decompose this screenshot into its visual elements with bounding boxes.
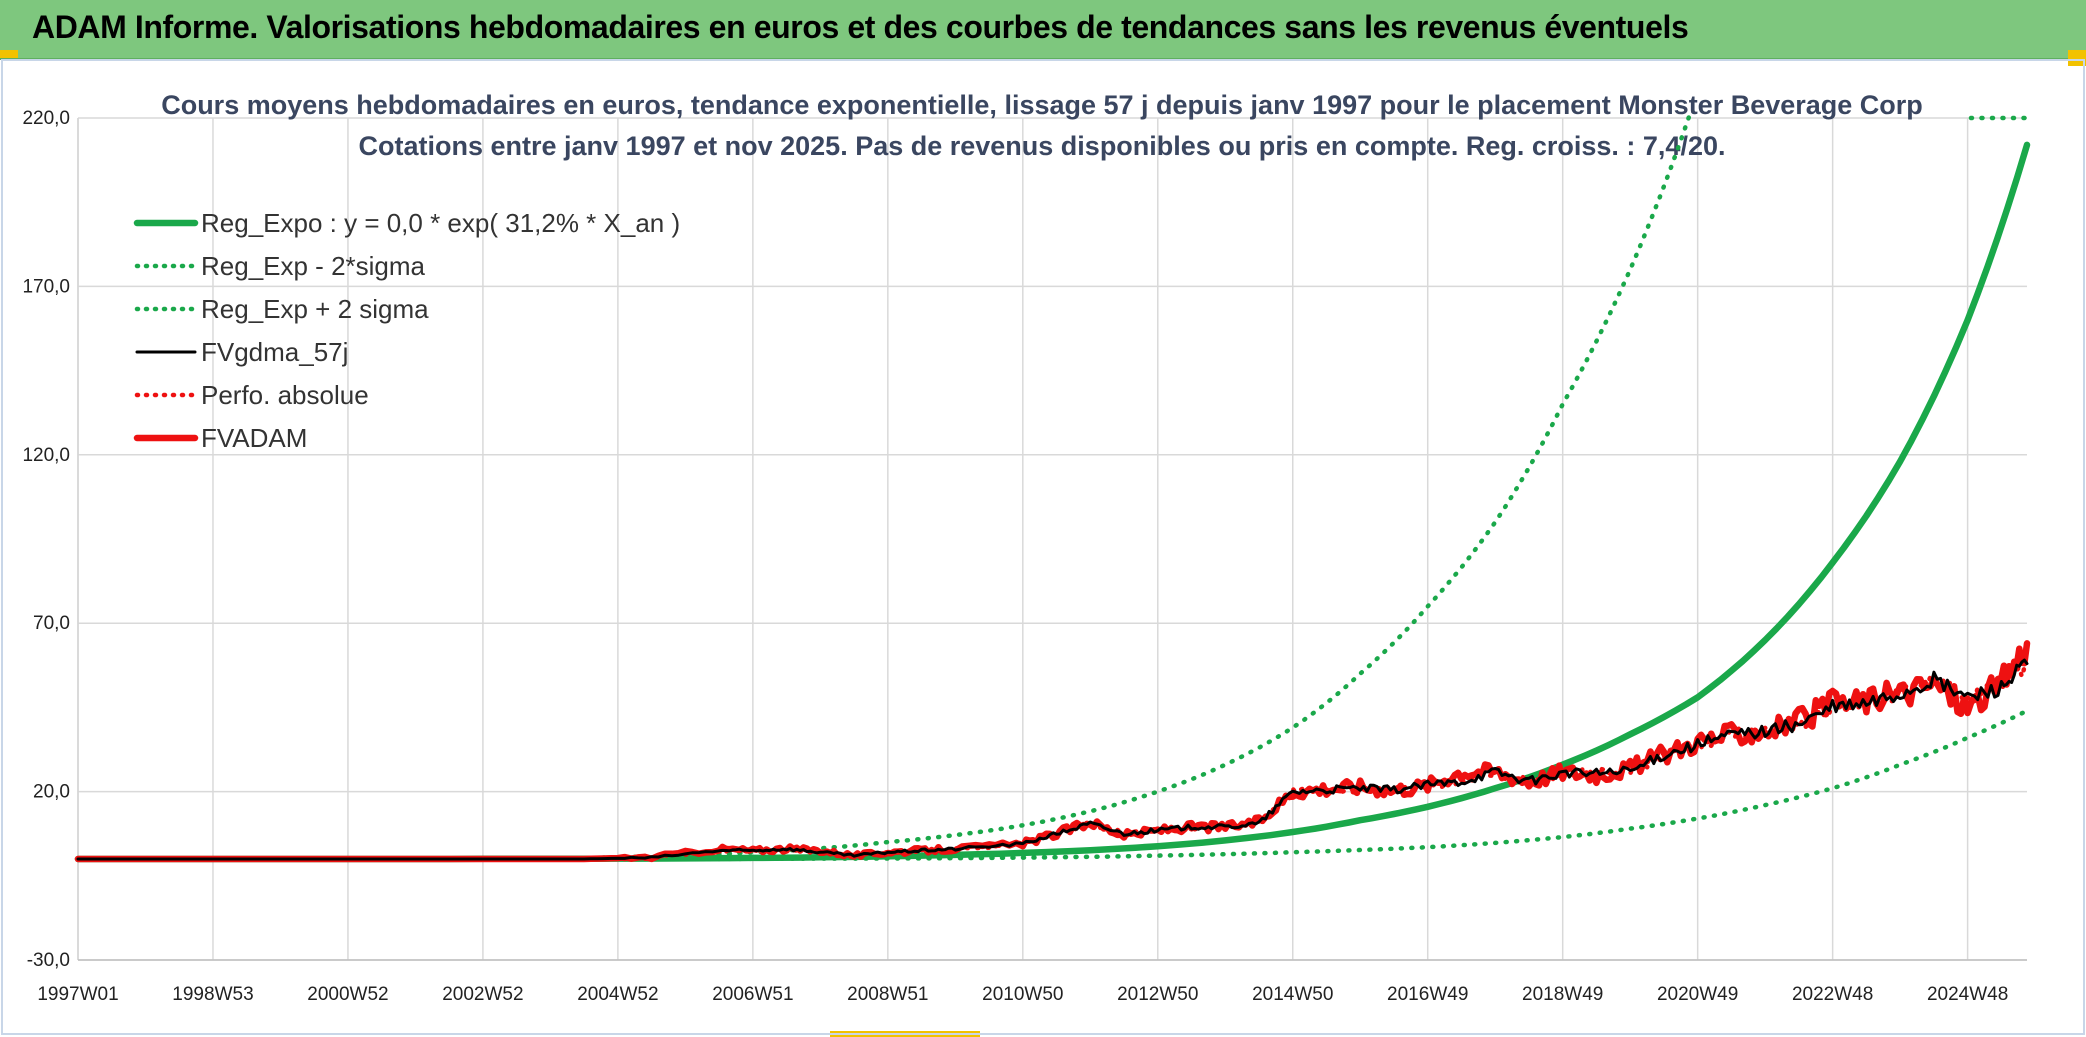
y-tick-label: 70,0 (33, 613, 70, 634)
corner-marker-top-right (2068, 50, 2086, 66)
x-tick-label: 2024W48 (1927, 984, 2008, 1005)
legend-label-5: FVADAM (201, 423, 307, 453)
x-tick-label: 2012W50 (1117, 984, 1198, 1005)
series-layer (74, 109, 2031, 863)
y-tick-label: 120,0 (22, 445, 70, 466)
x-tick-label: 2010W50 (982, 984, 1063, 1005)
chart-title: Cours moyens hebdomadaires en euros, ten… (161, 90, 1923, 120)
x-tick-label: 2014W50 (1252, 984, 1333, 1005)
legend-label-1: Reg_Exp - 2*sigma (201, 251, 426, 281)
chart-subtitle: Cotations entre janv 1997 et nov 2025. P… (359, 131, 1726, 161)
report-banner: ADAM Informe. Valorisations hebdomadaire… (0, 0, 2086, 60)
x-tick-label: 2008W51 (847, 984, 928, 1005)
y-axis: 220,0 170,0 120,0 70,0 20,0 -30,0 (22, 108, 70, 971)
x-tick-label: 2006W51 (712, 984, 793, 1005)
x-tick-label: 1997W01 (37, 984, 118, 1005)
chart-frame (1, 59, 2085, 1035)
y-tick-label: 170,0 (22, 276, 70, 297)
series-line-5 (74, 640, 2031, 863)
legend-label-0: Reg_Expo : y = 0,0 * exp( 31,2% * X_an ) (201, 208, 680, 238)
x-tick-label: 2020W49 (1657, 984, 1738, 1005)
report-title: ADAM Informe. Valorisations hebdomadaire… (32, 9, 1689, 45)
legend-label-3: FVgdma_57j (201, 337, 348, 367)
y-tick-label: -30,0 (27, 950, 70, 971)
legend-label-2: Reg_Exp + 2 sigma (201, 294, 429, 324)
x-tick-label: 2022W48 (1792, 984, 1873, 1005)
y-tick-label: 20,0 (33, 782, 70, 803)
x-tick-label: 2000W52 (307, 984, 388, 1005)
x-tick-label: 2004W52 (577, 984, 658, 1005)
legend: Reg_Expo : y = 0,0 * exp( 31,2% * X_an )… (133, 208, 680, 453)
series-line-4 (75, 661, 2030, 862)
series-line-3 (76, 658, 2029, 861)
x-tick-label: 1998W53 (172, 984, 253, 1005)
x-axis: 1997W01 1998W53 2000W52 2002W52 2004W52 2006W… (37, 959, 2027, 1005)
x-tick-label: 2002W52 (442, 984, 523, 1005)
legend-label-4: Perfo. absolue (201, 380, 369, 410)
y-tick-label: 220,0 (22, 108, 70, 129)
x-tick-label: 2016W49 (1387, 984, 1468, 1005)
x-tick-label: 2018W49 (1522, 984, 1603, 1005)
corner-marker-top-left (0, 50, 18, 58)
